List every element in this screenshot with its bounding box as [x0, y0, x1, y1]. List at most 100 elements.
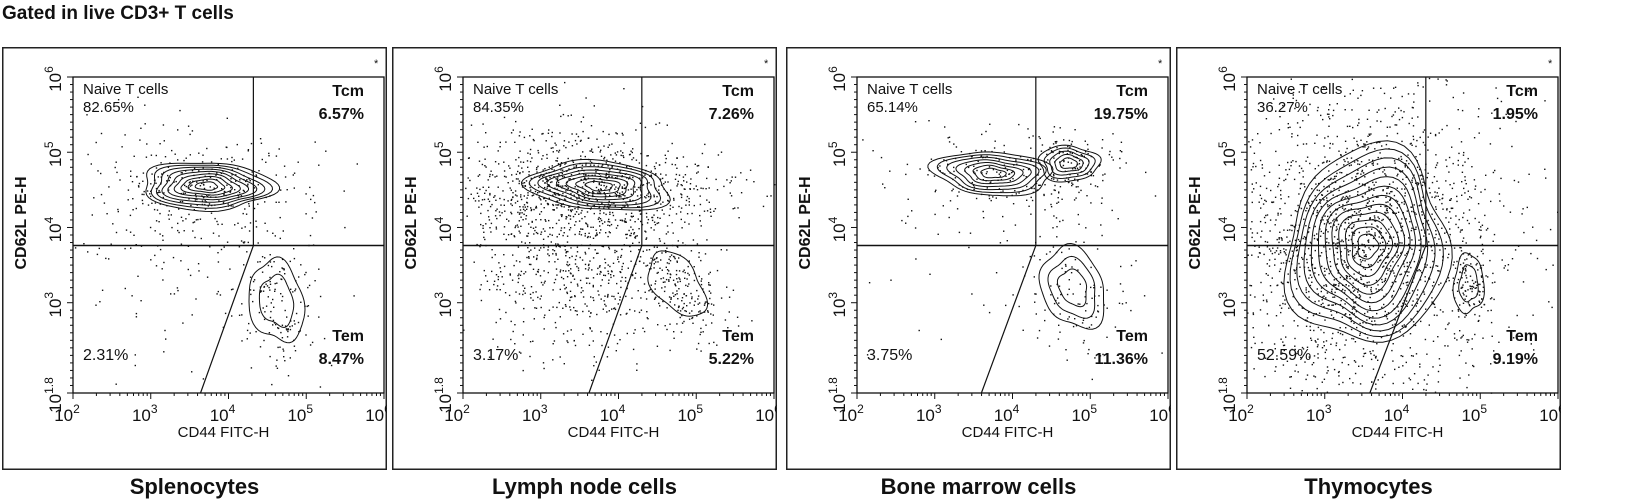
event-dot — [1442, 209, 1443, 210]
event-dot — [613, 296, 614, 297]
event-dot — [498, 262, 499, 263]
event-dot — [1537, 258, 1538, 259]
event-dot — [156, 167, 157, 168]
event-dot — [1393, 383, 1394, 384]
event-dot — [731, 180, 732, 181]
event-dot — [1467, 220, 1468, 221]
event-dot — [1465, 180, 1466, 181]
event-dot — [1365, 353, 1366, 354]
event-dot — [1449, 280, 1450, 281]
event-dot — [482, 228, 483, 229]
event-dot — [1417, 116, 1418, 117]
event-dot — [1450, 200, 1451, 201]
event-dot — [234, 224, 235, 225]
event-dot — [562, 308, 563, 309]
event-dot — [563, 145, 564, 146]
event-dot — [607, 271, 608, 272]
event-dot — [1398, 265, 1399, 266]
event-dot — [1466, 277, 1467, 278]
event-dot — [688, 198, 689, 199]
event-dot — [662, 178, 663, 179]
event-dot — [670, 301, 671, 302]
event-dot — [670, 277, 671, 278]
event-dot — [1329, 104, 1330, 105]
event-dot — [621, 155, 622, 156]
event-dot — [483, 232, 484, 233]
event-dot — [257, 204, 258, 205]
event-dot — [527, 202, 528, 203]
event-dot — [561, 277, 562, 278]
event-dot — [648, 182, 649, 183]
event-dot — [1345, 152, 1346, 153]
event-dot — [673, 232, 674, 233]
event-dot — [1289, 376, 1290, 377]
event-dot — [1402, 226, 1403, 227]
event-dot — [934, 175, 935, 176]
event-dot — [608, 172, 609, 173]
event-dot — [938, 234, 939, 235]
event-dot — [1364, 313, 1365, 314]
event-dot — [698, 165, 699, 166]
event-dot — [1478, 203, 1479, 204]
event-dot — [599, 265, 600, 266]
event-dot — [1466, 258, 1467, 259]
event-dot — [1435, 135, 1436, 136]
event-dot — [1121, 151, 1122, 152]
event-dot — [1018, 192, 1019, 193]
event-dot — [705, 188, 706, 189]
event-dot — [709, 298, 710, 299]
event-dot — [685, 272, 686, 273]
event-dot — [541, 282, 542, 283]
event-dot — [1257, 133, 1258, 134]
event-dot — [627, 333, 628, 334]
event-dot — [541, 203, 542, 204]
event-dot — [1482, 225, 1483, 226]
event-dot — [274, 289, 275, 290]
event-dot — [1323, 162, 1324, 163]
event-dot — [1407, 262, 1408, 263]
event-dot — [1327, 191, 1328, 192]
event-dot — [586, 305, 587, 306]
x-tick-exponent: 3 — [151, 402, 158, 416]
event-dot — [710, 216, 711, 217]
event-dot — [540, 298, 541, 299]
event-dot — [294, 323, 295, 324]
event-dot — [617, 133, 618, 134]
event-dot — [495, 161, 496, 162]
event-dot — [1385, 206, 1386, 207]
event-dot — [1385, 278, 1386, 279]
event-dot — [1118, 218, 1119, 219]
event-dot — [1395, 281, 1396, 282]
event-dot — [1456, 201, 1457, 202]
event-dot — [1353, 235, 1354, 236]
event-dot — [710, 272, 711, 273]
event-dot — [1485, 175, 1486, 176]
event-dot — [173, 257, 174, 258]
event-dot — [1354, 360, 1355, 361]
event-dot — [665, 162, 666, 163]
event-dot — [1393, 88, 1394, 89]
event-dot — [1428, 136, 1429, 137]
event-dot — [645, 292, 646, 293]
event-dot — [1445, 217, 1446, 218]
event-dot — [580, 257, 581, 258]
event-dot — [1356, 327, 1357, 328]
event-dot — [216, 293, 217, 294]
event-dot — [504, 199, 505, 200]
event-dot — [1298, 263, 1299, 264]
event-dot — [604, 221, 605, 222]
event-dot — [1470, 276, 1471, 277]
event-dot — [597, 274, 598, 275]
event-dot — [1082, 322, 1083, 323]
event-dot — [619, 193, 620, 194]
event-dot — [663, 282, 664, 283]
event-dot — [629, 309, 630, 310]
event-dot — [276, 174, 277, 175]
event-dot — [475, 200, 476, 201]
event-dot — [1354, 307, 1355, 308]
event-dot — [1387, 270, 1388, 271]
event-dot — [529, 242, 530, 243]
event-dot — [210, 186, 211, 187]
event-dot — [282, 349, 283, 350]
